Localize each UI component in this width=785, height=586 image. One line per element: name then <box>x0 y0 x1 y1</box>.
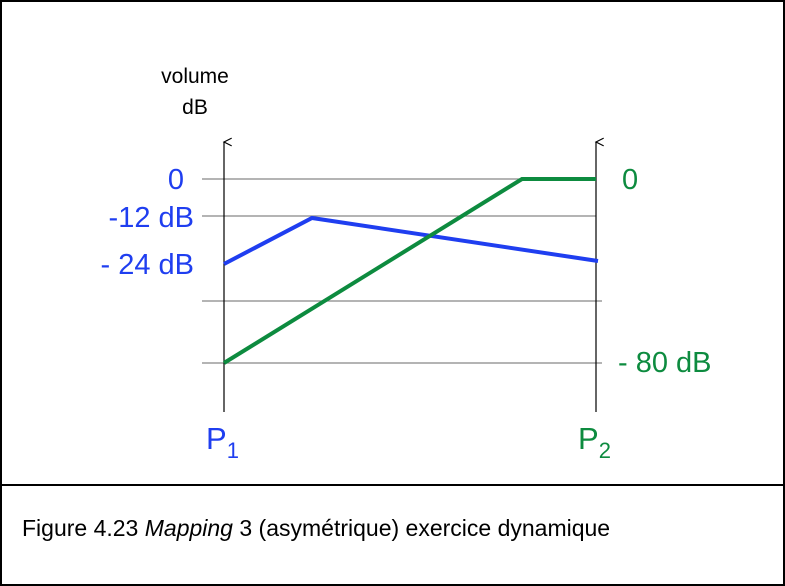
left-label: - 24 dB <box>101 249 195 281</box>
green-curve <box>222 177 596 365</box>
caption-text: 3 (asymétrique) exercice dynamique <box>232 515 611 541</box>
axis-label: volume <box>161 65 229 88</box>
right-label: 0 <box>622 164 638 196</box>
right-label: - 80 dB <box>618 347 712 379</box>
guide-lines <box>202 178 602 364</box>
left-label: -12 dB <box>109 202 194 234</box>
caption-emphasis: Mapping <box>144 515 233 541</box>
blue-curve <box>223 215 599 266</box>
axis-label: dB <box>182 96 208 119</box>
diagram: volume dB 0 -12 dB - 24 dB 0 - 80 dB P1 … <box>101 65 712 463</box>
point-label: P2 <box>578 421 611 463</box>
divider <box>2 484 783 486</box>
point-label: P1 <box>206 421 239 463</box>
left-label: 0 <box>168 164 184 196</box>
caption-text: Figure 4.23 <box>22 515 145 541</box>
caption: Figure 4.23 Mapping 3 (asymétrique) exer… <box>22 515 610 542</box>
